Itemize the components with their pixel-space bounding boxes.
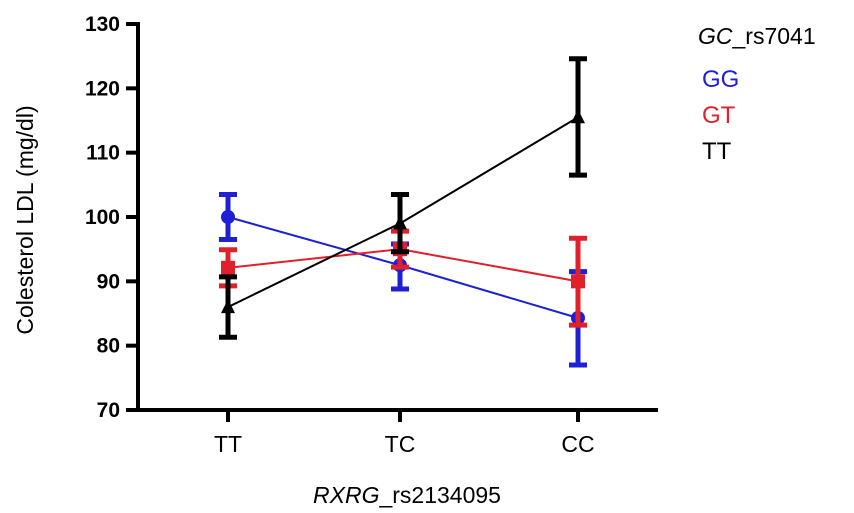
series-gt	[219, 228, 587, 328]
y-tick-label: 110	[86, 142, 120, 165]
legend-entry-tt: TT	[702, 138, 732, 165]
x-axis-title: RXRG_rs2134095	[313, 482, 501, 508]
x-tick-label: CC	[561, 431, 594, 457]
series-tt	[219, 56, 587, 340]
legend-entry-gt: GT	[702, 102, 736, 129]
y-tick-label: 80	[97, 335, 120, 358]
x-axis-title-gene: RXRG	[313, 482, 379, 508]
series-line	[227, 116, 579, 308]
data-point	[221, 210, 235, 224]
y-axis-title: Colesterol LDL (mg/dl)	[12, 105, 38, 334]
x-axis-title-snp: _rs2134095	[378, 482, 501, 508]
x-tick-label: TT	[214, 431, 242, 457]
data-point	[393, 215, 407, 230]
y-tick-label: 130	[85, 13, 120, 36]
legend-title-snp: _rs7041	[732, 23, 816, 49]
series-gg	[219, 191, 587, 368]
legend-title-gene: GC	[698, 23, 733, 49]
data-point	[571, 109, 585, 124]
data-point	[571, 274, 585, 289]
legend-title: GC_rs7041	[698, 23, 816, 49]
x-tick-label: TC	[385, 431, 416, 457]
legend: GC_rs7041 GG GT TT	[698, 23, 816, 165]
y-tick-label: 100	[85, 206, 120, 229]
data-point	[221, 299, 235, 314]
y-tick-label: 90	[97, 270, 120, 293]
data-point	[221, 260, 235, 275]
y-tick-label: 70	[97, 399, 120, 422]
y-tick-label: 120	[85, 77, 120, 100]
legend-entry-gg: GG	[702, 66, 739, 93]
